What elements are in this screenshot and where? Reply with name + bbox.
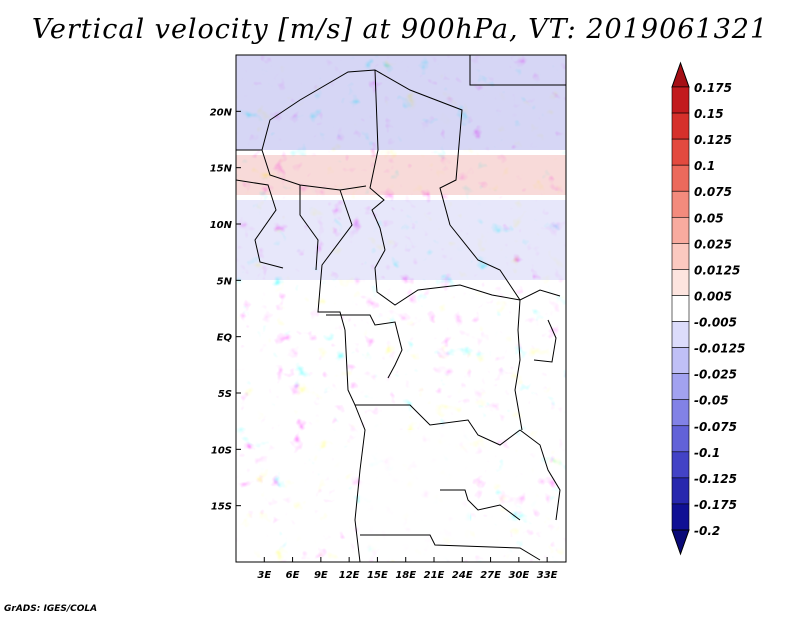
latitude-axis: 20N 15N 10N 5N EQ 5S 10S 15S xyxy=(210,107,241,513)
colorbar-label: 0.15 xyxy=(694,107,724,121)
colorbar-segment xyxy=(671,86,690,114)
map-frame xyxy=(235,54,567,563)
colorbar-segment xyxy=(671,164,690,192)
colorbar-segment xyxy=(671,373,690,401)
colorbar-label: 0.075 xyxy=(694,185,732,199)
colorbar-label: -0.0125 xyxy=(694,342,745,356)
colorbar: 0.175 0.15 0.125 0.1 0.075 0.05 0.025 0.0125 0.0… xyxy=(671,61,745,556)
lon-tick-label: 12E xyxy=(339,570,360,581)
lon-tick-label: 9E xyxy=(314,570,328,581)
colorbar-segment xyxy=(671,321,690,348)
colorbar-segment xyxy=(671,216,690,244)
colorbar-segment xyxy=(671,399,690,427)
lon-tick-label: 6E xyxy=(286,570,300,581)
colorbar-label: -0.075 xyxy=(694,420,737,434)
lat-tick-label: 10N xyxy=(210,220,233,231)
colorbar-label: 0.175 xyxy=(694,81,732,95)
colorbar-label: -0.175 xyxy=(694,498,737,512)
colorbar-segment xyxy=(671,477,690,505)
colorbar-segment xyxy=(671,138,690,166)
lat-tick-label: 5S xyxy=(218,389,232,400)
colorbar-segment xyxy=(671,425,690,453)
colorbar-label: -0.1 xyxy=(694,446,720,460)
lon-tick-label: 33E xyxy=(537,570,558,581)
colorbar-label: 0.0125 xyxy=(694,263,740,277)
lon-tick-label: 18E xyxy=(395,570,416,581)
lon-tick-label: 27E xyxy=(480,570,501,581)
lon-tick-label: 15E xyxy=(367,570,388,581)
lat-tick-label: 15S xyxy=(211,502,232,513)
lon-tick-label: 24E xyxy=(452,570,473,581)
colorbar-segment xyxy=(671,112,690,140)
colorbar-bottom-arrow xyxy=(671,529,690,556)
lon-tick-label: 3E xyxy=(257,570,271,581)
lat-tick-label: 20N xyxy=(210,107,233,118)
colorbar-segment xyxy=(671,451,690,479)
colorbar-segment xyxy=(671,503,690,531)
velocity-field xyxy=(236,55,566,562)
grads-credit: GrADS: IGES/COLA xyxy=(4,604,98,614)
colorbar-label: 0.05 xyxy=(694,211,724,225)
longitude-axis: 3E 6E 9E 12E 15E 18E 21E 24E 27E 30E 33E xyxy=(257,557,558,581)
colorbar-label: 0.125 xyxy=(694,133,732,147)
colorbar-label: -0.05 xyxy=(694,394,729,408)
colorbar-segment xyxy=(671,190,690,218)
lon-tick-label: 21E xyxy=(424,570,445,581)
country-boundaries xyxy=(236,55,566,562)
colorbar-top-arrow xyxy=(671,61,690,88)
colorbar-label: 0.005 xyxy=(694,289,732,303)
colorbar-segment xyxy=(671,347,690,374)
colorbar-label: -0.005 xyxy=(694,316,737,330)
lat-tick-label: 5N xyxy=(217,276,233,287)
colorbar-segment xyxy=(671,295,690,322)
lon-tick-label: 30E xyxy=(508,570,529,581)
colorbar-label: -0.125 xyxy=(694,472,737,486)
colorbar-segment xyxy=(671,269,690,296)
colorbar-segment xyxy=(671,243,690,270)
lat-tick-label: 15N xyxy=(210,164,233,175)
colorbar-label: -0.025 xyxy=(694,368,737,382)
lat-tick-label: EQ xyxy=(217,333,233,344)
colorbar-label: -0.2 xyxy=(694,524,720,538)
lat-tick-label: 10S xyxy=(211,445,232,456)
colorbar-label: 0.1 xyxy=(694,159,715,173)
map-title: Vertical velocity [m/s] at 900hPa, VT: 2… xyxy=(31,14,769,45)
colorbar-label: 0.025 xyxy=(694,237,732,251)
